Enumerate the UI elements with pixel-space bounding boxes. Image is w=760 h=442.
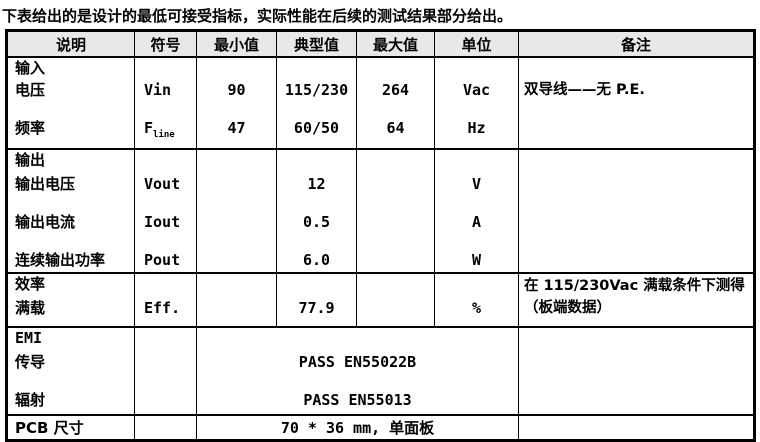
emi-desc-cell: EMI 传导 辐射 xyxy=(6,326,135,415)
output-unit-cell: V A W xyxy=(434,148,519,273)
pcb-value-cell: 70 * 36 mm, 单面板 xyxy=(196,414,519,441)
header-remark: 备注 xyxy=(518,30,755,58)
output-min-cell xyxy=(196,148,277,273)
efficiency-remark-cell: 在 115/230Vac 满载条件下测得 （板端数据） xyxy=(518,272,755,327)
pcb-desc-cell: PCB 尺寸 xyxy=(6,414,135,441)
input-frequency-symbol: Fline xyxy=(144,119,175,140)
pcb-label: PCB 尺寸 xyxy=(15,418,84,437)
emi-radiated-result: PASS EN55013 xyxy=(303,391,412,409)
output-voltage-typ: 12 xyxy=(307,175,326,193)
efficiency-unit: % xyxy=(471,299,482,317)
efficiency-remark-line1: 在 115/230Vac 满载条件下测得 xyxy=(524,278,745,294)
input-unit-cell: Vac Hz xyxy=(434,57,519,149)
output-typ-cell: 12 0.5 6.0 xyxy=(276,148,357,273)
input-desc-cell: 输入 电压 频率 xyxy=(6,57,135,149)
section-output: 输出 输出电压 输出电流 连续输出功率 Vout Iout Pout 12 0.… xyxy=(6,148,755,273)
efficiency-remark-line2: （板端数据） xyxy=(524,300,611,316)
emi-radiated-label: 辐射 xyxy=(15,391,46,409)
input-frequency-min: 47 xyxy=(227,119,246,137)
header-unit: 单位 xyxy=(434,30,519,58)
efficiency-desc-cell: 效率 满载 xyxy=(6,272,135,327)
emi-remark-cell xyxy=(518,326,755,415)
input-remark-cell: 双导线——无 P.E. xyxy=(518,57,755,149)
output-max-cell xyxy=(356,148,435,273)
output-voltage-symbol: Vout xyxy=(144,175,181,193)
output-current-label: 输出电流 xyxy=(15,213,76,231)
efficiency-max-cell xyxy=(356,272,435,327)
input-frequency-typ: 60/50 xyxy=(293,119,340,137)
header-typ: 典型值 xyxy=(276,30,357,58)
output-symbol-cell: Vout Iout Pout xyxy=(134,148,197,273)
header-desc: 说明 xyxy=(6,30,135,58)
emi-section-title: EMI xyxy=(15,329,43,347)
efficiency-typ: 77.9 xyxy=(298,299,335,317)
emi-result-cell: PASS EN55022B PASS EN55013 xyxy=(196,326,519,415)
input-typ-cell: 115/230 60/50 xyxy=(276,57,357,149)
output-voltage-unit: V xyxy=(471,175,482,193)
output-power-symbol: Pout xyxy=(144,251,181,269)
input-voltage-symbol: Vin xyxy=(144,81,172,99)
section-efficiency: 效率 满载 Eff. 77.9 % 在 115/230Vac 满载条件下测得 （… xyxy=(6,272,755,327)
input-voltage-max: 264 xyxy=(381,81,410,99)
input-voltage-unit: Vac xyxy=(462,81,491,99)
efficiency-min-cell xyxy=(196,272,277,327)
efficiency-unit-cell: % xyxy=(434,272,519,327)
input-max-cell: 264 64 xyxy=(356,57,435,149)
pcb-symbol-cell xyxy=(134,414,197,441)
output-current-unit: A xyxy=(471,213,482,231)
header-max: 最大值 xyxy=(356,30,435,58)
emi-conducted-result: PASS EN55022B xyxy=(298,353,417,371)
output-power-typ: 6.0 xyxy=(302,251,331,269)
intro-text: 下表给出的是设计的最低可接受指标，实际性能在后续的测试结果部分给出。 xyxy=(2,7,513,25)
header-symbol: 符号 xyxy=(134,30,197,58)
input-voltage-min: 90 xyxy=(227,81,246,99)
efficiency-symbol: Eff. xyxy=(144,299,181,317)
output-power-label: 连续输出功率 xyxy=(15,251,106,269)
header-row: 说明 符号 最小值 典型值 最大值 单位 备注 xyxy=(6,30,755,58)
input-frequency-label: 频率 xyxy=(15,119,46,137)
efficiency-typ-cell: 77.9 xyxy=(276,272,357,327)
output-current-typ: 0.5 xyxy=(302,213,331,231)
input-voltage-label: 电压 xyxy=(15,81,46,99)
output-current-symbol: Iout xyxy=(144,213,181,231)
pcb-remark-cell xyxy=(518,414,755,441)
emi-conducted-label: 传导 xyxy=(15,353,46,371)
input-section-title: 输入 xyxy=(15,59,46,77)
input-symbol-cell: Vin Fline xyxy=(134,57,197,149)
header-min: 最小值 xyxy=(196,30,277,58)
output-power-unit: W xyxy=(471,251,482,269)
section-input: 输入 电压 频率 Vin Fline 90 47 115/230 60/50 xyxy=(6,57,755,149)
emi-symbol-cell xyxy=(134,326,197,415)
output-desc-cell: 输出 输出电压 输出电流 连续输出功率 xyxy=(6,148,135,273)
input-voltage-typ: 115/230 xyxy=(284,81,349,99)
output-voltage-label: 输出电压 xyxy=(15,175,76,193)
input-min-cell: 90 47 xyxy=(196,57,277,149)
input-frequency-max: 64 xyxy=(386,119,405,137)
input-voltage-remark: 双导线——无 P.E. xyxy=(524,82,645,98)
section-emi: EMI 传导 辐射 PASS EN55022B PASS EN55013 xyxy=(6,326,755,415)
row-pcb: PCB 尺寸 70 * 36 mm, 单面板 xyxy=(6,414,755,441)
output-remark-cell xyxy=(518,148,755,273)
output-section-title: 输出 xyxy=(15,151,46,169)
spec-table: 说明 符号 最小值 典型值 最大值 单位 备注 输入 电压 频率 Vin Fli… xyxy=(5,29,756,442)
input-frequency-unit: Hz xyxy=(467,119,486,137)
efficiency-section-title: 效率 xyxy=(15,275,46,293)
efficiency-fullload-label: 满载 xyxy=(15,299,46,317)
efficiency-symbol-cell: Eff. xyxy=(134,272,197,327)
pcb-value: 70 * 36 mm, 单面板 xyxy=(280,418,435,437)
